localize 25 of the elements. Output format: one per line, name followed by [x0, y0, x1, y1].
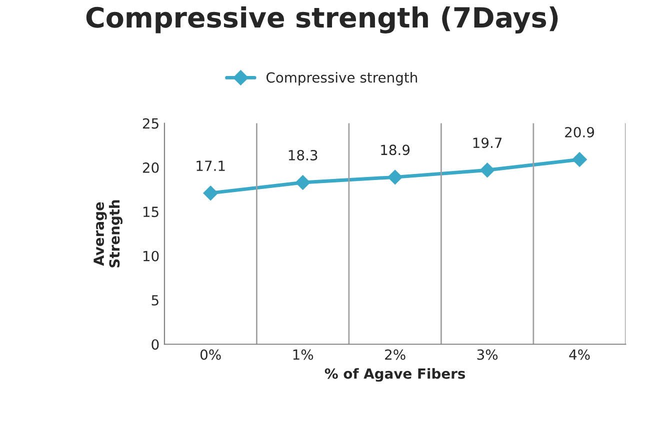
y-tick-label: 15 [143, 206, 158, 218]
data-label: 18.3 [288, 150, 318, 160]
x-tick-label: 0% [200, 349, 221, 360]
data-label: 19.7 [473, 138, 502, 148]
x-tick-label: 4% [569, 349, 590, 360]
y-tick-label: 20 [142, 162, 159, 173]
data-label: 18.9 [381, 144, 410, 156]
x-tick-label: 3% [477, 349, 498, 360]
y-tick-label: 10 [143, 250, 159, 262]
point [295, 175, 310, 190]
point [388, 170, 402, 185]
data-label: 17.1 [196, 160, 225, 171]
y-tick-label: 5 [152, 295, 158, 306]
x-axis-title: % of Agave Fibers [324, 368, 466, 382]
y-axis-title: Average Strength [94, 200, 122, 268]
point [480, 162, 495, 178]
x-tick-label: 2% [385, 349, 406, 360]
legend-label: Compressive strength [266, 72, 418, 86]
x-tick-label: 1% [293, 349, 314, 360]
point [203, 186, 218, 200]
data-label: 20.9 [565, 126, 594, 138]
point [572, 152, 587, 167]
chart-title: Compressive strength (7Days) [86, 6, 558, 34]
y-tick-label: 0 [152, 339, 159, 350]
y-tick-label: 25 [142, 118, 158, 129]
